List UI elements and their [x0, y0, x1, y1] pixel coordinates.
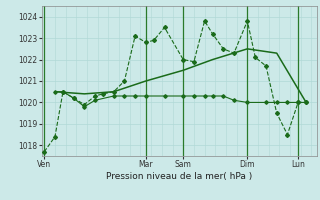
X-axis label: Pression niveau de la mer( hPa ): Pression niveau de la mer( hPa ): [106, 172, 252, 181]
